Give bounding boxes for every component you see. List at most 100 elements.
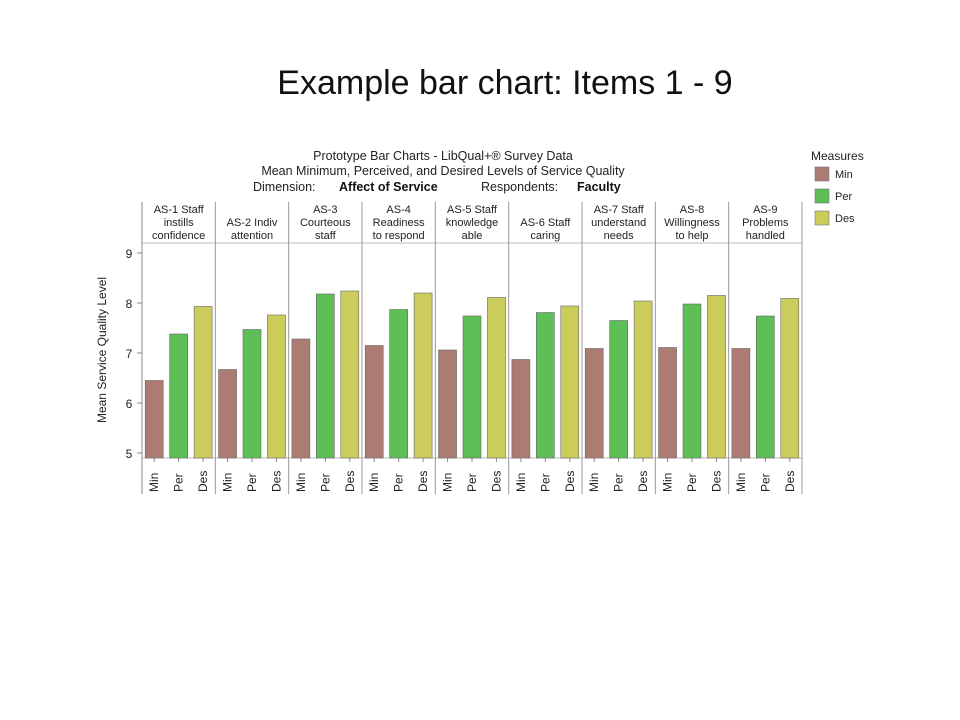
panel-header-label: AS-1 Staff	[154, 204, 205, 216]
bar-des	[780, 298, 800, 459]
chart-subtitle: Mean Minimum, Perceived, and Desired Lev…	[261, 164, 625, 178]
x-tick-label: Des	[416, 471, 430, 492]
x-tick-label: Min	[441, 473, 455, 492]
bar-per	[389, 309, 408, 459]
slide-title: Example bar chart: Items 1 - 9	[277, 64, 733, 102]
chart-title: Prototype Bar Charts - LibQual+® Survey …	[313, 149, 573, 163]
legend-swatch	[814, 188, 830, 204]
bar-des	[560, 305, 580, 459]
panel-header-label: staff	[315, 230, 337, 242]
bar-des	[340, 290, 360, 459]
panel-header-label: able	[462, 230, 483, 242]
bar-per	[609, 320, 628, 459]
panel-header-label: AS-4	[386, 204, 410, 216]
x-tick-label: Per	[392, 473, 406, 492]
y-axis-label: Mean Service Quality Level	[95, 277, 109, 423]
bar-min	[144, 380, 164, 459]
panel-header-label: AS-6 Staff	[520, 217, 571, 229]
panel-header-label: AS-8	[680, 204, 704, 216]
respondents-value: Faculty	[577, 180, 621, 194]
x-tick-label: Des	[636, 471, 650, 492]
x-tick-label: Des	[196, 471, 210, 492]
x-tick-label: Per	[685, 473, 699, 492]
bar-min	[584, 348, 604, 459]
x-tick-label: Min	[367, 473, 381, 492]
chart-header: Prototype Bar Charts - LibQual+® Survey …	[253, 149, 625, 194]
panel-header-label: knowledge	[446, 217, 499, 229]
y-tick-label: 6	[126, 397, 133, 411]
x-tick-label: Min	[147, 473, 161, 492]
x-tick-label: Min	[514, 473, 528, 492]
panel-header-label: instills	[164, 217, 194, 229]
x-tick-label: Per	[538, 473, 552, 492]
bar-des	[633, 300, 653, 459]
x-tick-label: Min	[734, 473, 748, 492]
y-tick-label: 8	[126, 297, 133, 311]
panel-header-label: AS-3	[313, 204, 337, 216]
bar-per	[756, 315, 775, 459]
legend-swatch	[814, 210, 830, 226]
legend-swatch	[814, 166, 830, 182]
bar-des	[193, 306, 213, 459]
panel-header-label: handled	[746, 230, 785, 242]
legend-label: Min	[835, 169, 853, 181]
x-tick-label: Des	[269, 471, 283, 492]
legend-title: Measures	[811, 149, 864, 163]
panel-header-label: AS-2 Indiv	[227, 217, 278, 229]
x-tick-label: Des	[489, 471, 503, 492]
x-tick-label: Des	[563, 471, 577, 492]
panel-header-label: confidence	[152, 230, 205, 242]
bar-per	[316, 293, 335, 459]
bar-des	[413, 292, 433, 459]
x-tick-label: Min	[221, 473, 235, 492]
bar-per	[462, 315, 482, 459]
panel-header-label: needs	[604, 230, 634, 242]
panel-header-label: understand	[591, 217, 646, 229]
x-tick-label: Des	[783, 471, 797, 492]
panel-header-label: to respond	[373, 230, 425, 242]
x-tick-label: Per	[758, 473, 772, 492]
x-tick-label: Per	[612, 473, 626, 492]
x-tick-label: Per	[172, 473, 186, 492]
panel-header-label: Problems	[742, 217, 789, 229]
panel-header-label: attention	[231, 230, 273, 242]
x-tick-label: Per	[465, 473, 479, 492]
panel-header-label: AS-5 Staff	[447, 204, 498, 216]
bar-des	[487, 297, 506, 459]
bar-min	[364, 345, 384, 459]
bar-per	[682, 303, 702, 459]
panel-header-label: Readiness	[373, 217, 425, 229]
bar-min	[658, 347, 677, 459]
bar-per	[536, 312, 555, 459]
panel-header-label: caring	[530, 230, 560, 242]
legend-label: Per	[835, 191, 852, 203]
panel-header-label: Willingness	[664, 217, 720, 229]
x-tick-label: Des	[709, 471, 723, 492]
dimension-label: Dimension:	[253, 180, 316, 194]
y-tick-label: 5	[126, 447, 133, 461]
x-tick-label: Min	[661, 473, 675, 492]
bar-min	[511, 359, 531, 459]
bar-des	[707, 295, 726, 459]
panel-header-label: Courteous	[300, 217, 351, 229]
x-tick-label: Des	[343, 471, 357, 492]
bar-min	[291, 338, 311, 459]
respondents-label: Respondents:	[481, 180, 558, 194]
bar-per	[169, 333, 188, 459]
panel-header-label: AS-7 Staff	[594, 204, 645, 216]
bar-per	[242, 329, 262, 459]
y-tick-label: 9	[126, 247, 133, 261]
panel-header-label: to help	[675, 230, 708, 242]
panel-header-label: AS-9	[753, 204, 777, 216]
y-tick-label: 7	[126, 347, 133, 361]
legend-label: Des	[835, 213, 855, 225]
bar-min	[218, 369, 237, 459]
x-tick-label: Min	[587, 473, 601, 492]
x-tick-label: Per	[318, 473, 332, 492]
bar-min	[438, 349, 457, 459]
bar-des	[267, 314, 286, 459]
x-tick-label: Per	[245, 473, 259, 492]
dimension-value: Affect of Service	[339, 180, 438, 194]
